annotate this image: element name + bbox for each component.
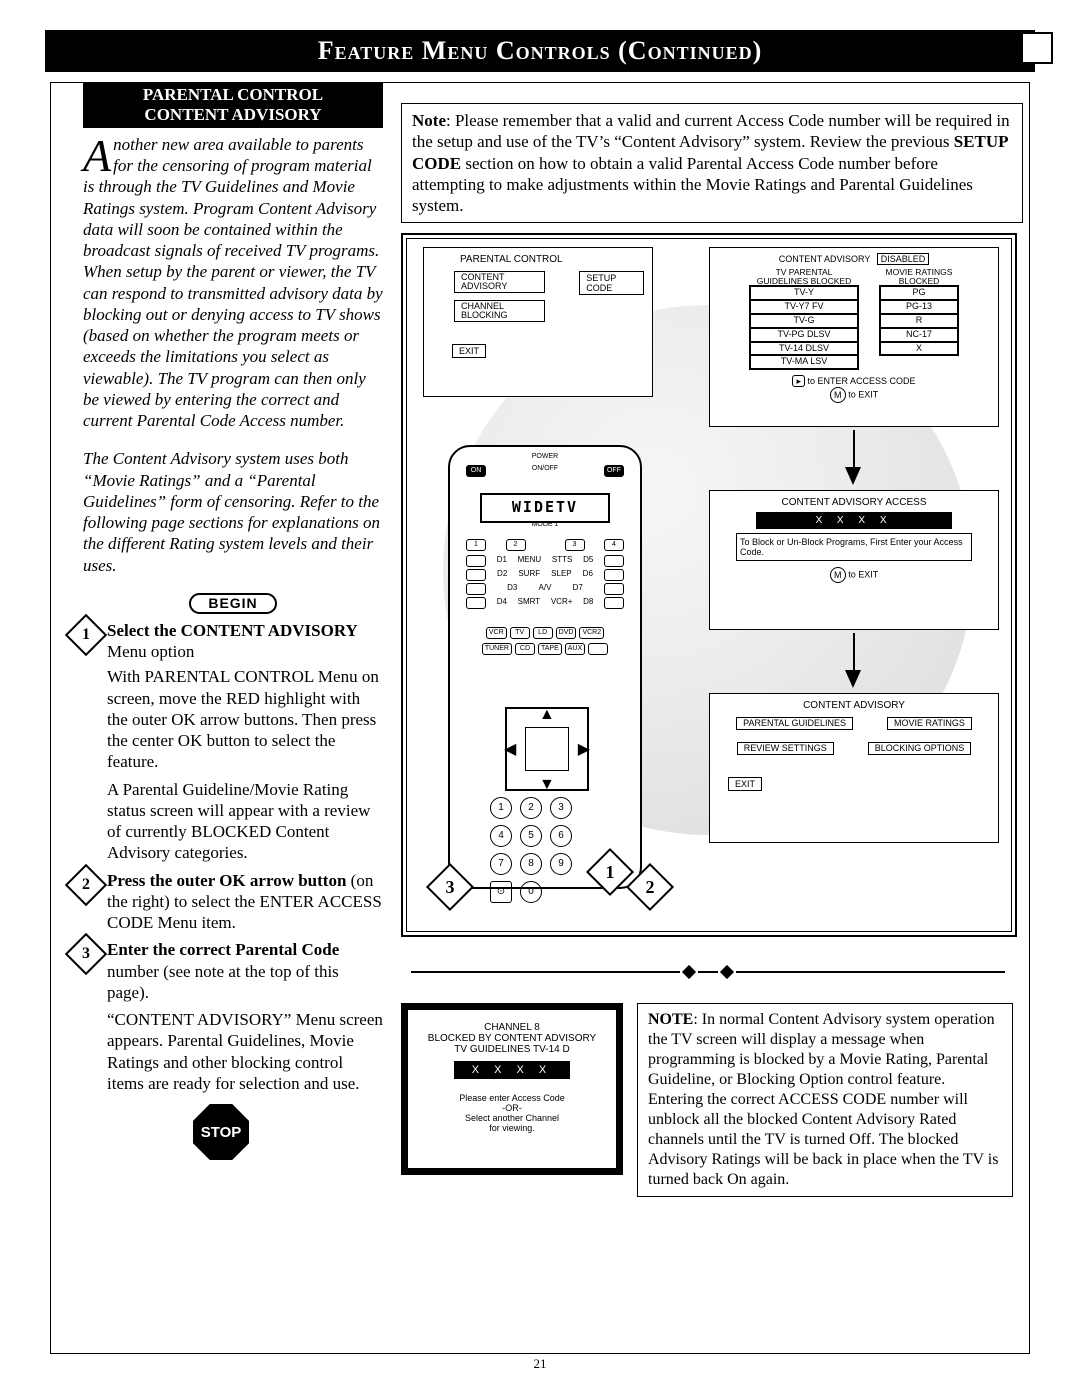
arrow-down-icon [845, 467, 861, 485]
movie-ratings-table: PG PG-13 R NC-17 X [879, 285, 959, 356]
page-number: 21 [0, 1356, 1080, 1372]
remote-dpad: ▲ ▼ ◀ ▶ [505, 707, 589, 791]
begin-badge: BEGIN [189, 593, 277, 614]
content-advisory-menu: CONTENT ADVISORY PARENTAL GUIDELINES MOV… [709, 693, 999, 843]
step-1-body2: A Parental Guideline/Movie Rating status… [107, 779, 383, 864]
globe-background [443, 305, 973, 835]
access-code-panel: CONTENT ADVISORY ACCESS X X X X To Block… [709, 490, 999, 630]
exit-button: EXIT [452, 344, 486, 358]
menu-item: SETUP CODE [579, 271, 644, 295]
callout-1: 1 [586, 848, 634, 896]
sidebar-intro: A nother new area available to parents f… [83, 134, 383, 576]
step-2-marker: 2 [65, 863, 107, 905]
page: Feature Menu Controls (Continued) PARENT… [0, 30, 1080, 1372]
remote-display: WIDETV [480, 493, 610, 523]
dropcap: A [83, 134, 113, 174]
content-frame: PARENTAL CONTROL CONTENT ADVISORY A noth… [50, 82, 1030, 1354]
remote-numpad: 123 456 789 ⊙0 [490, 797, 574, 903]
callout-3: 3 [426, 863, 474, 911]
access-code-entry: X X X X [454, 1061, 571, 1079]
menu-item: CONTENT ADVISORY [454, 271, 545, 293]
content-advisory-status: CONTENT ADVISORY DISABLED TV PARENTAL GU… [709, 247, 999, 427]
step-1-marker: 1 [65, 614, 107, 656]
step-2: 2 Press the outer OK arrow button (on th… [83, 870, 383, 934]
corner-square-icon [1021, 32, 1053, 64]
bottom-row: CHANNEL 8 BLOCKED BY CONTENT ADVISORY TV… [401, 1003, 1013, 1197]
remote-control: POWER ON ON/OFF OFF WIDETV MODE 1 1234 D… [448, 445, 642, 889]
stop-badge: STOP [193, 1104, 249, 1160]
connector-line [853, 633, 855, 673]
tv-ratings-table: TV-Y TV-Y7 FV TV-G TV-PG DLSV TV-14 DLSV… [749, 285, 859, 370]
page-title: Feature Menu Controls (Continued) [318, 36, 763, 65]
diagram-area: PARENTAL CONTROL CONTENT ADVISORY CHANNE… [401, 233, 1017, 937]
menu-item: CHANNEL BLOCKING [454, 300, 545, 322]
page-title-bar: Feature Menu Controls (Continued) [45, 30, 1035, 72]
parental-control-menu: PARENTAL CONTROL CONTENT ADVISORY CHANNE… [423, 247, 653, 397]
step-3-body: “CONTENT ADVISORY” Menu screen appears. … [107, 1009, 383, 1094]
step-3: 3 Enter the correct Parental Code number… [83, 939, 383, 1094]
connector-line [853, 430, 855, 470]
left-column: PARENTAL CONTROL CONTENT ADVISORY A noth… [83, 83, 383, 1160]
sidebar-heading: PARENTAL CONTROL CONTENT ADVISORY [83, 83, 383, 128]
divider-ornament [411, 966, 1005, 978]
step-3-marker: 3 [65, 933, 107, 975]
step-1: 1 Select the CONTENT ADVISORY Menu optio… [83, 620, 383, 864]
blocked-channel-screen: CHANNEL 8 BLOCKED BY CONTENT ADVISORY TV… [401, 1003, 623, 1175]
arrow-down-icon [845, 670, 861, 688]
note-box: Note: Please remember that a valid and c… [401, 103, 1023, 223]
callout-2: 2 [626, 863, 674, 911]
note-box-2: NOTE: In normal Content Advisory system … [637, 1003, 1013, 1197]
access-code-display: X X X X [756, 512, 952, 529]
step-1-body: With PARENTAL CONTROL Menu on screen, mo… [107, 666, 383, 772]
